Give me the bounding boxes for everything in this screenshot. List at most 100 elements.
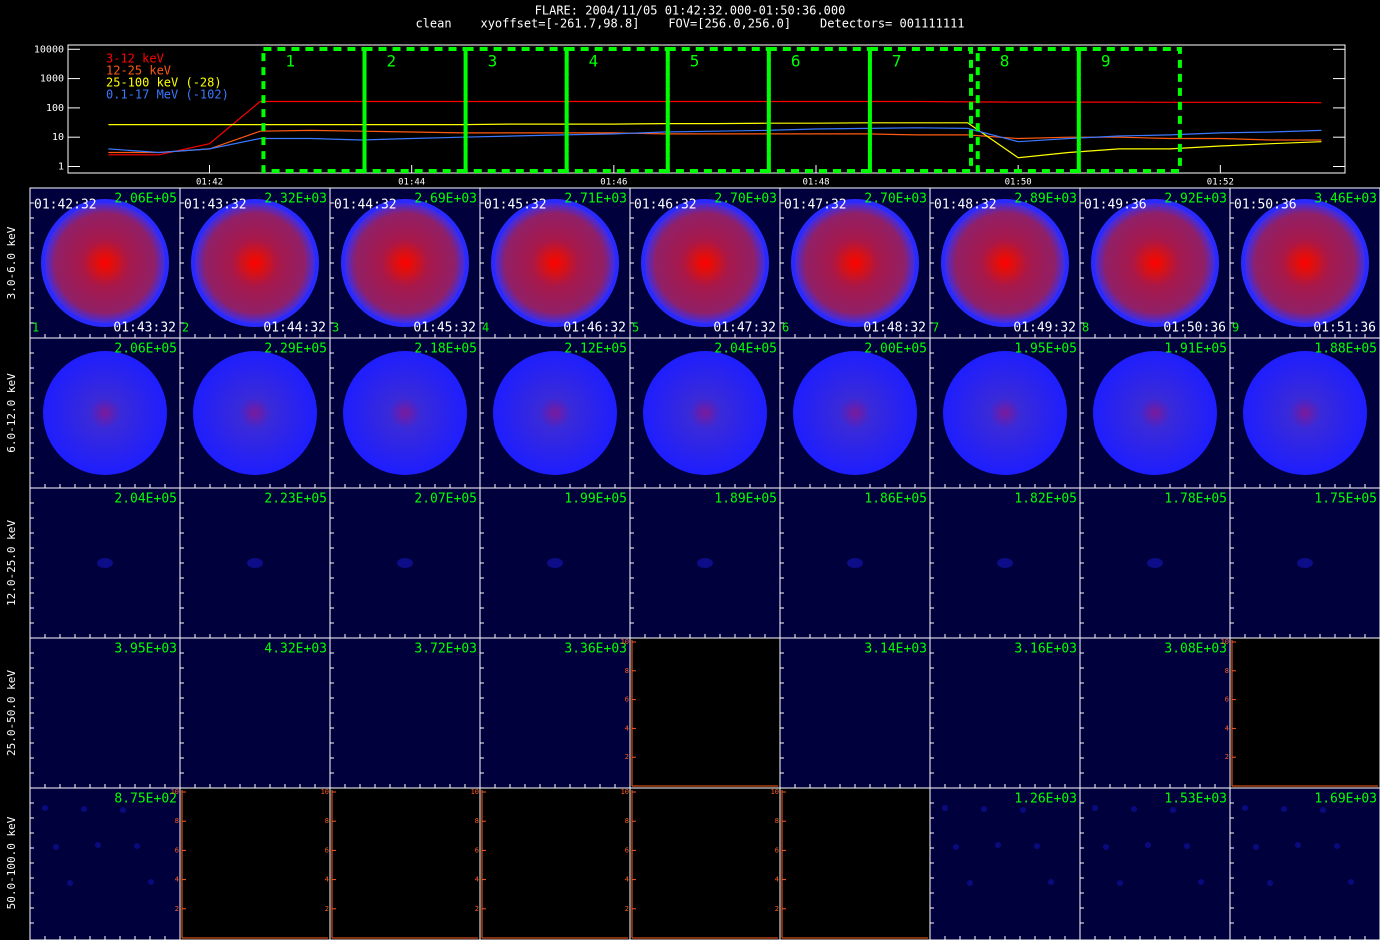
interval-box [261, 47, 367, 173]
interval-label: 3 [488, 52, 498, 71]
panel-tick-label: 4 [625, 724, 629, 732]
panel-start-time: 01:43:32 [184, 198, 247, 213]
panel-maximum: 3.95E+03 [114, 642, 177, 657]
panel-maximum: 2.07E+05 [414, 492, 477, 507]
noise-speck [1034, 843, 1040, 849]
panel-index: 8 [1082, 321, 1089, 335]
x-tick-label: 01:48 [802, 178, 829, 188]
panel-tick-label: 6 [175, 846, 179, 854]
panel-maximum: 2.70E+03 [714, 192, 777, 207]
series-line [108, 122, 1322, 159]
panel-maximum: 1.95E+05 [1014, 342, 1077, 357]
panel-end-time: 01:46:32 [563, 321, 626, 336]
panel-tick-label: 6 [325, 846, 329, 854]
interval-box [867, 47, 973, 173]
panel-tick-label: 10 [771, 788, 779, 796]
noise-speck [67, 880, 73, 886]
panel-maximum: 1.78E+05 [1164, 492, 1227, 507]
interval-box [362, 47, 468, 173]
noise-speck [120, 807, 126, 813]
row-label: 50.0-100.0 keV [5, 816, 18, 909]
source-image [1093, 351, 1217, 475]
panel-tick-label: 2 [775, 905, 779, 913]
panel-tick-label: 8 [1225, 667, 1229, 675]
source-image [191, 199, 319, 327]
panel-tick-label: 8 [625, 667, 629, 675]
noise-speck [1145, 842, 1151, 848]
panel-maximum: 4.32E+03 [264, 642, 327, 657]
row-label: 6.0-12.0 keV [5, 373, 18, 453]
noise-speck [1103, 844, 1109, 850]
source-image [341, 199, 469, 327]
row-label: 25.0-50.0 keV [5, 670, 18, 756]
noise-speck [953, 844, 959, 850]
interval-box [463, 47, 569, 173]
panel-tick-label: 4 [775, 876, 779, 884]
image-panel [329, 637, 481, 789]
image-panel [1079, 787, 1231, 940]
panel-maximum: 2.18E+05 [414, 342, 477, 357]
panel-tick-label: 4 [475, 876, 479, 884]
panel-tick-label: 4 [1225, 724, 1229, 732]
panel-start-time: 01:44:32 [334, 198, 397, 213]
panel-tick-label: 8 [625, 817, 629, 825]
panel-maximum: 3.46E+03 [1314, 192, 1377, 207]
panel-maximum: 3.14E+03 [864, 642, 927, 657]
interval-label: 5 [690, 52, 700, 71]
panel-maximum: 2.89E+03 [1014, 192, 1077, 207]
noise-speck [1281, 806, 1287, 812]
x-tick-label: 01:46 [600, 178, 627, 188]
image-panel [179, 637, 331, 789]
source-image [997, 558, 1013, 568]
interval-box [1076, 47, 1182, 173]
empty-panel [629, 787, 781, 940]
image-panel [1079, 637, 1231, 789]
panel-tick-label: 8 [475, 817, 479, 825]
source-image [343, 351, 467, 475]
row-label: 12.0-25.0 keV [5, 520, 18, 606]
source-image [1091, 199, 1219, 327]
panel-index: 4 [482, 321, 489, 335]
panel-maximum: 2.06E+05 [114, 192, 177, 207]
panel-end-time: 01:43:32 [113, 321, 176, 336]
panel-tick-label: 8 [175, 817, 179, 825]
image-panel [29, 637, 181, 789]
panel-tick-label: 10 [621, 638, 629, 646]
noise-speck [1170, 807, 1176, 813]
panel-start-time: 01:48:32 [934, 198, 997, 213]
legend-entry: 12-25 keV [106, 64, 171, 78]
panel-maximum: 2.23E+05 [264, 492, 327, 507]
image-panel [929, 787, 1081, 940]
panel-maximum: 2.00E+05 [864, 342, 927, 357]
source-image [643, 351, 767, 475]
interval-label: 6 [791, 52, 801, 71]
y-tick-label: 1000 [40, 74, 64, 85]
image-panel [29, 787, 181, 940]
panel-tick-label: 10 [321, 788, 329, 796]
source-image [793, 351, 917, 475]
panel-tick-label: 10 [171, 788, 179, 796]
image-panel [779, 637, 931, 789]
panel-tick-label: 10 [1221, 638, 1229, 646]
panel-tick-label: 8 [325, 817, 329, 825]
panel-maximum: 3.36E+03 [564, 642, 627, 657]
empty-panel [1229, 637, 1380, 789]
panel-tick-label: 2 [475, 905, 479, 913]
panel-tick-label: 2 [625, 753, 629, 761]
source-image [193, 351, 317, 475]
panel-index: 5 [632, 321, 639, 335]
panel-start-time: 01:47:32 [784, 198, 847, 213]
panel-index: 1 [32, 321, 39, 335]
panel-index: 3 [332, 321, 339, 335]
empty-panel [179, 787, 331, 940]
panel-maximum: 1.53E+03 [1164, 792, 1227, 807]
source-image [43, 351, 167, 475]
interval-label: 7 [892, 52, 902, 71]
empty-panel [779, 787, 931, 940]
source-image [847, 558, 863, 568]
interval-box [665, 47, 771, 173]
panel-maximum: 2.04E+05 [114, 492, 177, 507]
interval-box [564, 47, 670, 173]
panel-start-time: 01:45:32 [484, 198, 547, 213]
